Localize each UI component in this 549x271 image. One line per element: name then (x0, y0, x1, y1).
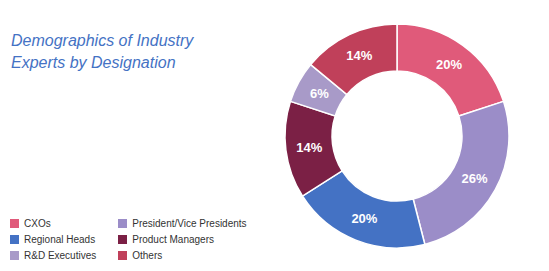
html-text:Demographics of Industry Exper: Demographics of Industry Experts by Desi… (11, 32, 194, 72)
svg-text:14%: 14% (346, 48, 372, 63)
html-text:President/Vice Presidents: President/Vice Presidents (132, 218, 247, 229)
html-text:R&D Executives: R&D Executives (24, 250, 97, 261)
svg-text:26%: 26% (462, 171, 488, 186)
html-text:Regional Heads: Regional Heads (24, 234, 96, 245)
svg-text:20%: 20% (351, 211, 377, 226)
html-text:Others: Others (132, 250, 163, 261)
svg-text:14%: 14% (296, 140, 322, 155)
html-text:Product Managers: Product Managers (132, 234, 214, 245)
svg-text:20%: 20% (436, 57, 462, 72)
html-text:CXOs: CXOs (24, 218, 51, 229)
svg-text:6%: 6% (310, 86, 329, 101)
